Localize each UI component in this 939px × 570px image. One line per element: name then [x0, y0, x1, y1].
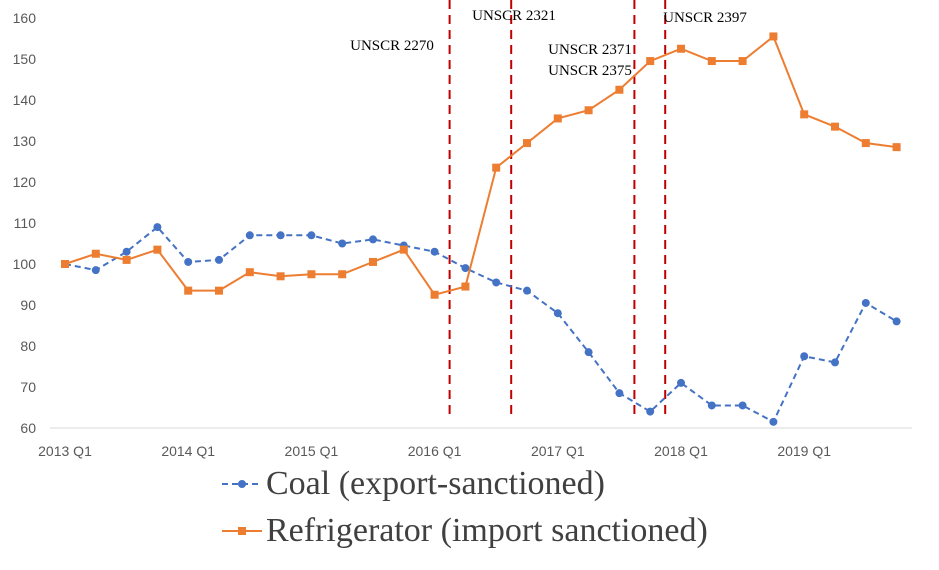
data-point [245, 231, 254, 240]
data-point [307, 270, 316, 279]
x-tick-label: 2016 Q1 [408, 443, 462, 459]
data-point [61, 260, 69, 268]
data-point [492, 163, 501, 172]
data-point [430, 247, 439, 256]
series [61, 32, 901, 426]
data-point [892, 143, 901, 152]
annotations: UNSCR 2270 UNSCR 2321 UNSCR 2371 UNSCR 2375… [350, 8, 747, 79]
legend-marker [238, 527, 246, 535]
data-point [153, 245, 162, 254]
series-0 [61, 223, 901, 426]
y-tick-label: 90 [20, 297, 36, 313]
data-point [215, 255, 223, 264]
y-tick-label: 110 [14, 215, 37, 231]
data-point [553, 309, 562, 318]
data-point [646, 407, 655, 416]
data-point [861, 139, 870, 148]
legend: Coal (export-sanctioned) Refrigerator (im… [222, 465, 708, 549]
y-tick-label: 120 [13, 174, 37, 190]
data-point [523, 139, 531, 148]
x-axis: 2013 Q1 2014 Q1 2015 Q1 2016 Q1 2017 Q1 2018 … [38, 443, 831, 459]
data-point [707, 57, 716, 66]
annotation-label: UNSCR 2321 [472, 8, 556, 24]
data-point [91, 249, 100, 258]
series-line [64, 34, 897, 296]
data-point [615, 85, 624, 94]
data-point [861, 298, 870, 307]
x-tick-label: 2013 Q1 [38, 443, 92, 459]
y-axis: 60 70 80 90 100 110 120 130 140 150 160 [13, 10, 37, 436]
y-tick-label: 160 [13, 10, 37, 26]
annotation-label: UNSCR 2397 [663, 10, 747, 26]
data-point [769, 32, 778, 41]
x-tick-label: 2018 Q1 [654, 443, 708, 459]
legend-label: Refrigerator (import sanctioned) [266, 512, 708, 549]
data-point [184, 257, 193, 266]
data-point [584, 348, 593, 357]
data-point [584, 106, 593, 115]
legend-entry: Refrigerator (import sanctioned) [222, 512, 708, 549]
data-point [707, 401, 716, 410]
data-point [153, 223, 162, 232]
data-point [245, 268, 254, 277]
data-point [184, 286, 193, 295]
series-line [64, 225, 898, 424]
data-point [646, 57, 655, 66]
sanction-lines [448, 0, 667, 420]
x-tick-label: 2015 Q1 [285, 443, 339, 459]
data-point [831, 122, 839, 131]
data-point [369, 235, 377, 244]
legend-marker [238, 480, 246, 488]
data-point [461, 264, 470, 273]
data-point [553, 114, 562, 123]
data-point [122, 255, 131, 264]
y-tick-label: 140 [13, 92, 37, 108]
data-point [769, 417, 778, 426]
data-point [677, 44, 685, 53]
data-point [523, 286, 531, 295]
annotation-label: UNSCR 2375 [548, 63, 632, 79]
y-tick-label: 100 [13, 256, 37, 272]
x-tick-label: 2017 Q1 [531, 443, 585, 459]
data-point [91, 266, 100, 275]
data-point [800, 110, 809, 119]
data-point [738, 401, 747, 410]
data-point [276, 272, 285, 281]
annotation-label: UNSCR 2270 [350, 38, 434, 54]
data-point [122, 247, 131, 256]
data-point [892, 317, 901, 326]
y-tick-label: 70 [20, 379, 36, 395]
data-point [369, 257, 377, 266]
data-point [430, 290, 439, 299]
data-point [800, 352, 809, 361]
y-tick-label: 130 [13, 133, 37, 149]
data-point [307, 231, 316, 240]
x-tick-label: 2014 Q1 [161, 443, 215, 459]
data-point [276, 231, 285, 240]
data-point [615, 389, 624, 398]
series-1 [61, 32, 901, 299]
legend-entry: Coal (export-sanctioned) [222, 465, 605, 502]
data-point [399, 245, 408, 254]
data-point [338, 239, 347, 248]
y-tick-label: 80 [20, 338, 36, 354]
data-point [677, 378, 685, 387]
y-tick-label: 150 [13, 51, 37, 67]
legend-label: Coal (export-sanctioned) [266, 465, 605, 502]
data-point [215, 286, 223, 295]
data-point [738, 57, 747, 66]
data-point [338, 270, 347, 279]
data-point [492, 278, 501, 287]
annotation-label: UNSCR 2371 [548, 42, 632, 58]
data-point [461, 282, 470, 291]
x-tick-label: 2019 Q1 [777, 443, 831, 459]
y-tick-label: 60 [20, 420, 36, 436]
data-point [831, 358, 839, 367]
